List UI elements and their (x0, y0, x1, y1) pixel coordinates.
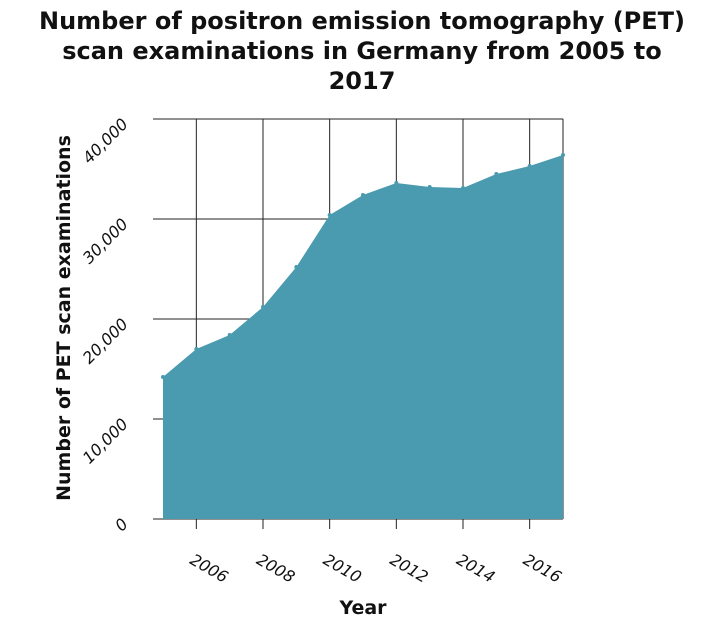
y-tick-label: 10,000 (79, 414, 132, 467)
x-tick-label: 2010 (320, 550, 365, 587)
chart-title-line-3: 2017 (328, 67, 396, 95)
x-tick-label: 2016 (520, 550, 565, 587)
data-point-2006 (194, 347, 199, 351)
data-point-2016 (527, 164, 532, 168)
x-tick-label: 2012 (387, 550, 432, 587)
data-point-2007 (227, 333, 232, 337)
x-tick-label: 2006 (187, 550, 232, 587)
x-axis-label: Year (338, 597, 387, 619)
data-point-2011 (361, 193, 365, 197)
x-tick-label: 2014 (453, 550, 498, 587)
area-fill (163, 155, 563, 519)
data-point-2015 (494, 172, 499, 176)
data-point-2014 (461, 186, 465, 190)
y-tick-label: 40,000 (79, 114, 132, 167)
y-tick-label: 20,000 (79, 314, 132, 367)
data-point-2017 (561, 153, 565, 157)
chart-title-line-2: scan examinations in Germany from 2005 t… (62, 37, 662, 65)
chart-title: Number of positron emission tomography (… (0, 6, 724, 96)
x-tick-label: 2008 (253, 550, 298, 587)
chart-title-line-1: Number of positron emission tomography (… (39, 7, 685, 35)
y-tick-label: 30,000 (79, 214, 132, 267)
data-point-2009 (294, 265, 299, 269)
area-series (161, 153, 565, 519)
data-point-2008 (261, 305, 265, 309)
y-tick-label: 0 (111, 514, 132, 535)
data-point-2012 (394, 181, 399, 185)
data-point-2005 (161, 375, 165, 379)
y-axis-label: Number of PET scan examinations (53, 135, 75, 501)
data-point-2013 (427, 185, 432, 189)
data-point-2010 (327, 213, 332, 217)
